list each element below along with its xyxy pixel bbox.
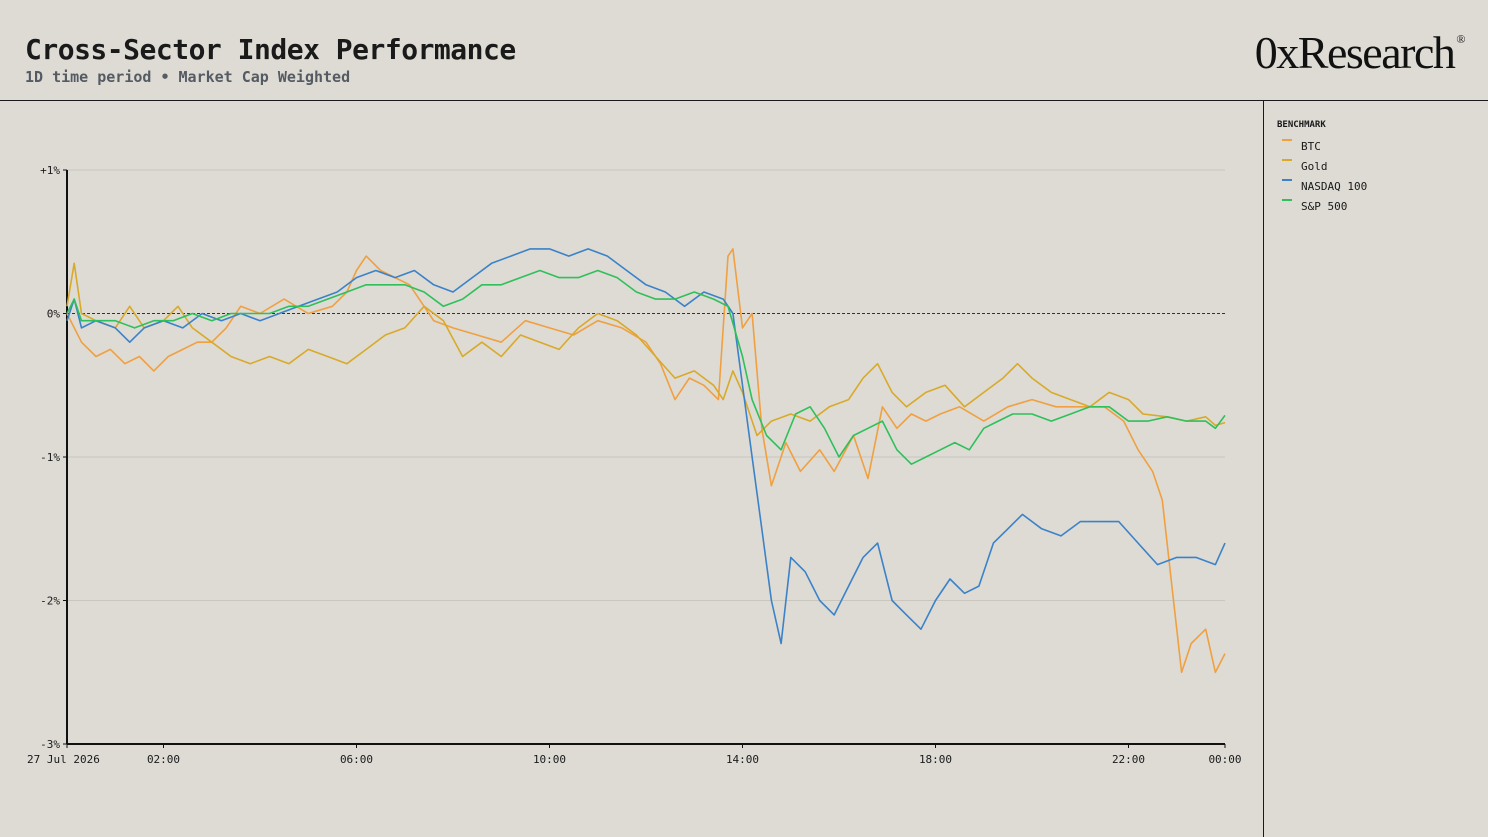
header: Cross-Sector Index Performance 1D time p…: [0, 0, 1488, 101]
series-line-btc: [66, 248, 1226, 674]
legend-swatch: [1282, 159, 1292, 161]
y-tick-label: -3%: [40, 738, 60, 751]
series-line-s-p-500: [66, 269, 1226, 465]
x-tick-label: 06:00: [340, 753, 373, 766]
series-line-nasdaq-100: [66, 248, 1226, 645]
x-tick-label: 02:00: [147, 753, 180, 766]
legend-label: S&P 500: [1301, 200, 1348, 213]
legend-item-nasdaq-100[interactable]: NASDAQ 100: [1277, 177, 1477, 197]
page-subtitle: 1D time period • Market Cap Weighted: [25, 68, 351, 86]
panel-divider: [1263, 100, 1264, 837]
x-tick-label: 10:00: [533, 753, 566, 766]
legend-label: Gold: [1301, 160, 1328, 173]
legend-item-sp-500[interactable]: S&P 500: [1277, 197, 1477, 217]
line-chart: +1% 0% -1% -2% -3% 27 Jul 2026 02:00 06:00 10:00…: [27, 164, 1242, 766]
brand-logo: 0xResearch ®: [1254, 26, 1466, 79]
y-tick-label: -2%: [40, 595, 60, 608]
y-tick-label: 0%: [47, 308, 61, 321]
y-tick-label: +1%: [40, 164, 60, 177]
series-line-gold: [66, 262, 1226, 437]
x-tick-label: 27 Jul 2026: [27, 753, 100, 766]
legend-item-btc[interactable]: BTC: [1277, 137, 1477, 157]
brand-name: 0xResearch: [1254, 27, 1456, 78]
legend-swatch: [1282, 139, 1292, 141]
legend-item-gold[interactable]: Gold: [1277, 157, 1477, 177]
x-tick-label: 14:00: [726, 753, 759, 766]
x-tick-label: 00:00: [1208, 753, 1241, 766]
legend-swatch: [1282, 179, 1292, 181]
legend-label: BTC: [1301, 140, 1321, 153]
x-tick-label: 22:00: [1112, 753, 1145, 766]
legend-title: BENCHMARK: [1277, 120, 1326, 130]
x-tick-label: 18:00: [919, 753, 952, 766]
legend-label: NASDAQ 100: [1301, 180, 1368, 193]
page-title: Cross-Sector Index Performance: [25, 33, 516, 66]
y-tick-label: -1%: [40, 451, 60, 464]
legend: BENCHMARK BTC Gold NASDAQ 100 S&P 500: [1277, 120, 1477, 217]
legend-swatch: [1282, 199, 1292, 201]
registered-mark: ®: [1456, 32, 1465, 46]
